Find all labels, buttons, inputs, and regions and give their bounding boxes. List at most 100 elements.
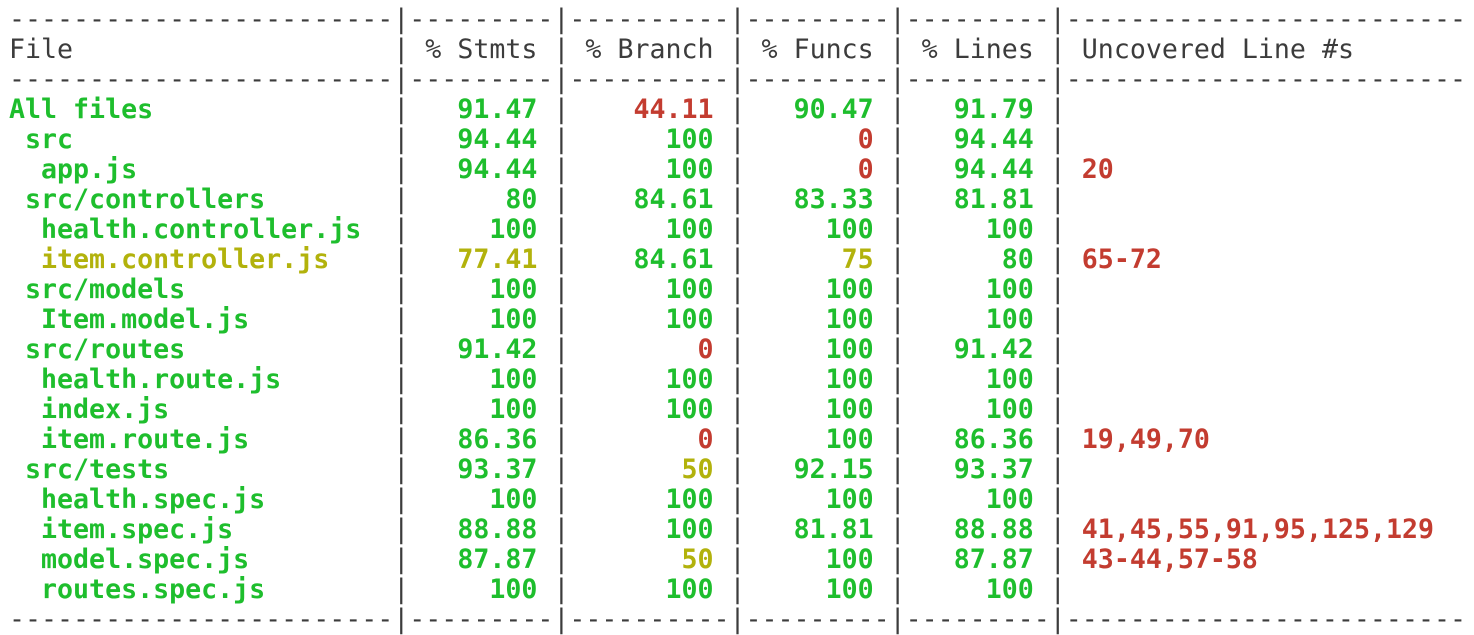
column-header-funcs: % Funcs [745, 34, 890, 65]
cell-lines: 88.88 [905, 514, 1050, 545]
cell-funcs: 100 [745, 304, 890, 335]
cell-lines: 100 [905, 574, 1050, 605]
table-row: src/controllers | 80 | 84.61 | 83.33 | 8… [9, 185, 1474, 215]
table-row: src/tests | 93.37 | 50 | 92.15 | 93.37 | [9, 455, 1474, 485]
column-separator: | [393, 484, 410, 515]
cell-stmts: 88.88 [409, 514, 554, 545]
cell-funcs: 75 [745, 244, 890, 275]
cell-file: item.route.js [9, 424, 394, 455]
column-separator: | [889, 34, 906, 65]
cell-file: src/tests [9, 454, 394, 485]
cell-lines: 100 [905, 214, 1050, 245]
cell-file: index.js [9, 394, 394, 425]
cell-funcs: 100 [745, 214, 890, 245]
cell-stmts: 100 [409, 484, 554, 515]
column-separator: | [393, 274, 410, 305]
column-separator: | [553, 484, 570, 515]
table-row: All files | 91.47 | 44.11 | 90.47 | 91.7… [9, 95, 1474, 125]
column-separator: | [889, 244, 906, 275]
column-separator: | [889, 574, 906, 605]
column-separator: | [1049, 364, 1066, 395]
column-separator: | [1049, 124, 1066, 155]
column-separator: | [729, 274, 746, 305]
cell-branch: 100 [569, 304, 730, 335]
cell-uncovered [1066, 394, 1466, 425]
cell-lines: 94.44 [905, 124, 1050, 155]
cell-funcs: 90.47 [745, 94, 890, 125]
column-separator: | [393, 574, 410, 605]
cell-stmts: 100 [409, 214, 554, 245]
cell-uncovered [1066, 214, 1466, 245]
column-separator: | [393, 424, 410, 455]
column-separator: | [393, 214, 410, 245]
cell-branch: 44.11 [569, 94, 730, 125]
cell-funcs: 100 [745, 274, 890, 305]
column-separator: | [729, 454, 746, 485]
table-row: Item.model.js | 100 | 100 | 100 | 100 | [9, 305, 1474, 335]
cell-lines: 100 [905, 364, 1050, 395]
cell-branch: 0 [569, 424, 730, 455]
table-row: src/models | 100 | 100 | 100 | 100 | [9, 275, 1474, 305]
cell-lines: 100 [905, 304, 1050, 335]
column-separator: | [553, 574, 570, 605]
column-separator: | [553, 124, 570, 155]
column-separator: | [553, 394, 570, 425]
column-separator: | [553, 544, 570, 575]
cell-uncovered: 19,49,70 [1065, 424, 1467, 455]
cell-uncovered [1066, 334, 1466, 365]
column-separator: | [729, 184, 746, 215]
cell-lines: 80 [905, 244, 1050, 275]
cell-branch: 84.61 [569, 244, 730, 275]
column-separator: | [729, 244, 746, 275]
cell-stmts: 100 [409, 364, 554, 395]
column-separator: | [393, 244, 410, 275]
cell-uncovered [1066, 574, 1466, 605]
cell-lines: 100 [905, 274, 1050, 305]
cell-lines: 87.87 [905, 544, 1050, 575]
cell-branch: 100 [569, 364, 730, 395]
cell-file: routes.spec.js [9, 574, 394, 605]
column-separator: | [889, 394, 906, 425]
column-separator: | [553, 244, 570, 275]
column-separator: | [1049, 34, 1066, 65]
border-dashes: ------------------------|---------|-----… [9, 64, 1466, 95]
column-separator: | [889, 274, 906, 305]
cell-lines: 81.81 [905, 184, 1050, 215]
cell-stmts: 87.87 [409, 544, 554, 575]
column-separator: | [1049, 574, 1066, 605]
cell-uncovered [1066, 304, 1466, 335]
column-separator: | [729, 124, 746, 155]
column-header-lines: % Lines [905, 34, 1050, 65]
cell-branch: 50 [569, 454, 730, 485]
column-separator: | [393, 364, 410, 395]
column-separator: | [729, 484, 746, 515]
cell-file: health.controller.js [9, 214, 394, 245]
table-row: health.controller.js | 100 | 100 | 100 |… [9, 215, 1474, 245]
cell-file: src/models [9, 274, 394, 305]
cell-lines: 100 [905, 484, 1050, 515]
cell-stmts: 100 [409, 394, 554, 425]
column-separator: | [889, 424, 906, 455]
cell-funcs: 100 [745, 574, 890, 605]
column-separator: | [553, 214, 570, 245]
table-row: health.route.js | 100 | 100 | 100 | 100 … [9, 365, 1474, 395]
cell-file: item.spec.js [9, 514, 394, 545]
cell-branch: 100 [569, 484, 730, 515]
column-separator: | [1049, 214, 1066, 245]
header-row: File | % Stmts | % Branch | % Funcs | % … [9, 35, 1474, 65]
cell-lines: 94.44 [905, 154, 1050, 185]
cell-stmts: 91.42 [409, 334, 554, 365]
column-separator: | [553, 154, 570, 185]
cell-funcs: 100 [745, 484, 890, 515]
table-row: src | 94.44 | 100 | 0 | 94.44 | [9, 125, 1474, 155]
column-separator: | [393, 154, 410, 185]
column-separator: | [1049, 184, 1066, 215]
column-separator: | [1049, 484, 1066, 515]
border-dashes: ------------------------|---------|-----… [9, 4, 1466, 35]
column-separator: | [1049, 544, 1066, 575]
column-separator: | [393, 184, 410, 215]
cell-uncovered: 41,45,55,91,95,125,129 [1065, 514, 1467, 545]
cell-file: src [9, 124, 394, 155]
column-separator: | [1049, 514, 1066, 545]
